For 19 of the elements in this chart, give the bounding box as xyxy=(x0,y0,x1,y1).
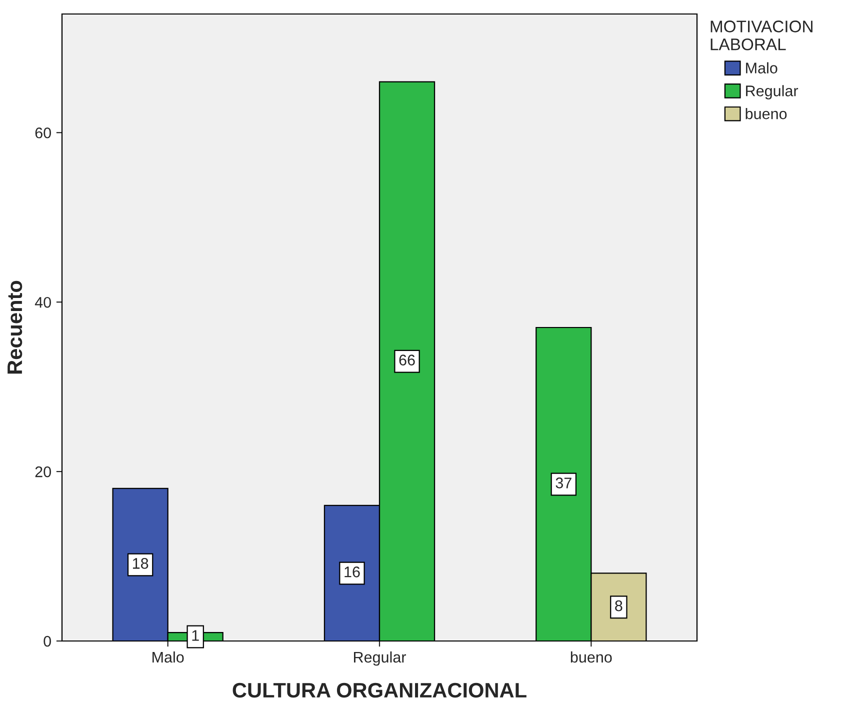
legend-label: Malo xyxy=(746,62,778,74)
data-label: 1 xyxy=(192,630,199,641)
data-label: 16 xyxy=(344,566,360,578)
y-tick-label: 60 xyxy=(35,127,51,138)
x-axis-title: CULTURA ORGANIZACIONAL xyxy=(232,682,526,698)
legend-label: Regular xyxy=(746,85,798,100)
data-label: 66 xyxy=(399,354,415,366)
y-tick-label: 0 xyxy=(44,636,51,647)
legend-title: MOTIVACION LABORAL xyxy=(710,20,812,50)
y-tick-label: 40 xyxy=(34,296,51,308)
x-tick-label: bueno xyxy=(570,651,612,663)
data-label: 18 xyxy=(132,558,148,569)
y-tick-label: 20 xyxy=(35,466,51,478)
data-label: 8 xyxy=(615,600,622,612)
data-label: 37 xyxy=(556,478,572,488)
y-axis-title: Recuento xyxy=(8,280,22,374)
legend-label: bueno xyxy=(746,108,787,120)
x-tick-label: Regular xyxy=(354,651,406,666)
x-tick-label: Malo xyxy=(152,651,184,663)
